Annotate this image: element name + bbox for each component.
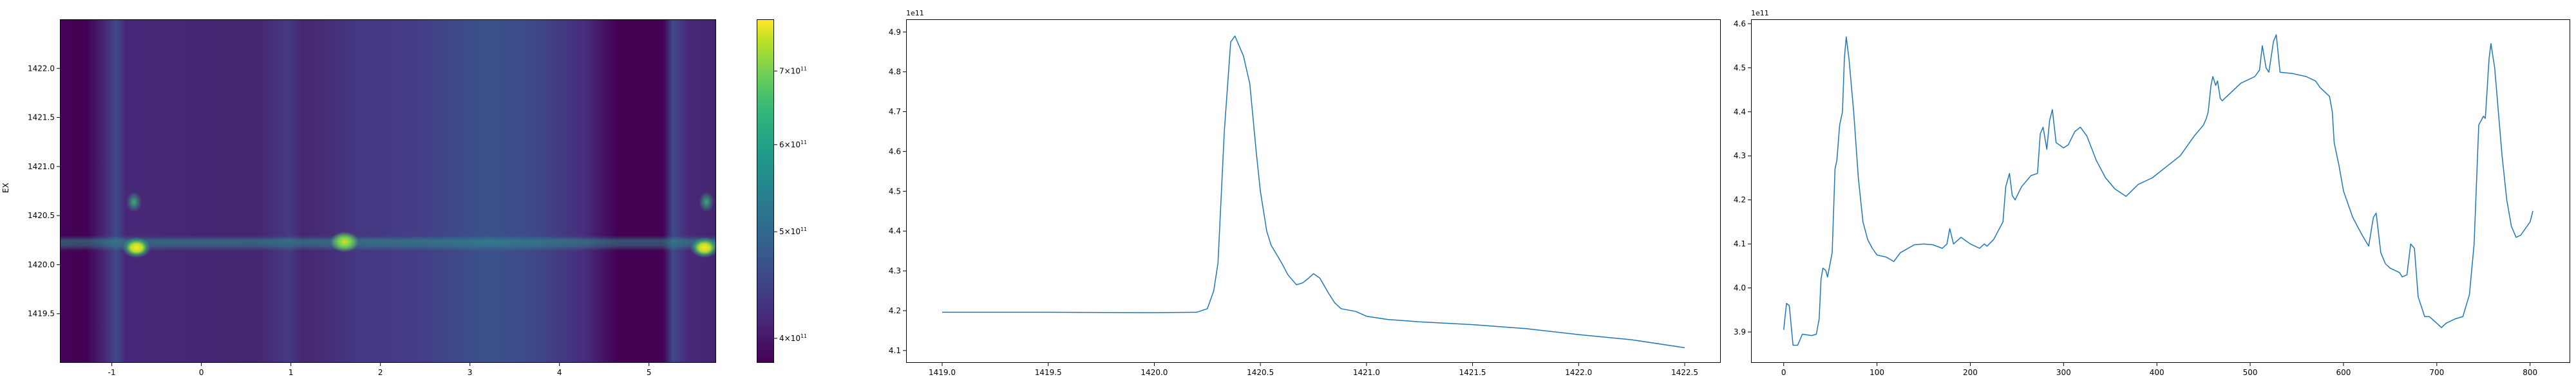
colorbar <box>757 19 774 363</box>
x-tick-label: 1421.5 <box>1459 368 1486 377</box>
x-tick-label: 200 <box>1963 368 1978 377</box>
x-tick-label: 4 <box>557 368 562 377</box>
y-tick-label: 4.7 <box>889 107 901 116</box>
x-tick-label: 100 <box>1870 368 1884 377</box>
y-tick-label: 4.5 <box>1734 63 1746 72</box>
colorbar-tick-label: 7×1011 <box>779 66 807 75</box>
x-tick-label: 400 <box>2150 368 2164 377</box>
spectrum-axes <box>906 19 1721 363</box>
x-tick-label: 1419.0 <box>929 368 956 377</box>
y-tick-label: 4.6 <box>889 147 901 156</box>
y-tick-label: 4.9 <box>889 28 901 37</box>
y-tick-label: 1421.5 <box>28 113 55 122</box>
profile-axes <box>1751 19 2570 363</box>
x-tick-label: 1419.5 <box>1035 368 1062 377</box>
y-tick-label: 4.3 <box>889 266 901 275</box>
x-tick-label: 0 <box>199 368 204 377</box>
y-tick-label: 4.4 <box>1734 107 1746 116</box>
y-tick-label: 1420.5 <box>28 211 55 220</box>
x-tick-label: 1420.0 <box>1141 368 1168 377</box>
y-tick-label: 1420.0 <box>28 260 55 269</box>
colorbar-tick-label: 4×1011 <box>779 333 807 343</box>
x-tick-label: 1421.0 <box>1353 368 1380 377</box>
x-tick-label: 300 <box>2056 368 2071 377</box>
x-tick-label: 700 <box>2429 368 2444 377</box>
x-tick-label: 1422.5 <box>1671 368 1698 377</box>
x-tick-label: 1 <box>289 368 294 377</box>
y-tick-label: 4.8 <box>889 68 901 77</box>
data-series-line <box>1783 34 2533 346</box>
colorbar-tick-label: 5×1011 <box>779 226 807 236</box>
y-tick-label: 4.0 <box>1734 284 1746 293</box>
y-tick-label: 4.1 <box>1734 239 1746 248</box>
x-tick-label: 1420.5 <box>1247 368 1274 377</box>
x-tick-label: 1422.0 <box>1565 368 1592 377</box>
data-series-line <box>942 35 1685 349</box>
y-tick-label: 4.4 <box>889 226 901 235</box>
y-tick-label: 4.6 <box>1734 19 1746 28</box>
spectrum-offset-label: 1e11 <box>906 9 924 17</box>
x-tick-label: 600 <box>2336 368 2351 377</box>
x-tick-label: -1 <box>108 368 116 377</box>
heatmap-image <box>60 19 716 363</box>
x-tick-label: 5 <box>647 368 652 377</box>
x-tick-label: 3 <box>468 368 473 377</box>
y-tick-label: 3.9 <box>1734 327 1746 336</box>
y-tick-label: 4.3 <box>1734 151 1746 160</box>
y-tick-label: 4.2 <box>889 306 901 315</box>
y-tick-label: 4.5 <box>889 187 901 196</box>
y-tick-label: 1421.0 <box>28 162 55 171</box>
y-tick-label: 4.1 <box>889 346 901 355</box>
y-tick-label: 1419.5 <box>28 309 55 318</box>
x-tick-label: 0 <box>1781 368 1786 377</box>
y-tick-label: 1422.0 <box>28 64 55 73</box>
profile-offset-label: 1e11 <box>1751 9 1769 17</box>
x-tick-label: 2 <box>378 368 383 377</box>
y-tick-label: 4.2 <box>1734 196 1746 205</box>
x-tick-label: 500 <box>2243 368 2258 377</box>
colorbar-tick-label: 6×1011 <box>779 140 807 149</box>
x-tick-label: 800 <box>2523 368 2537 377</box>
